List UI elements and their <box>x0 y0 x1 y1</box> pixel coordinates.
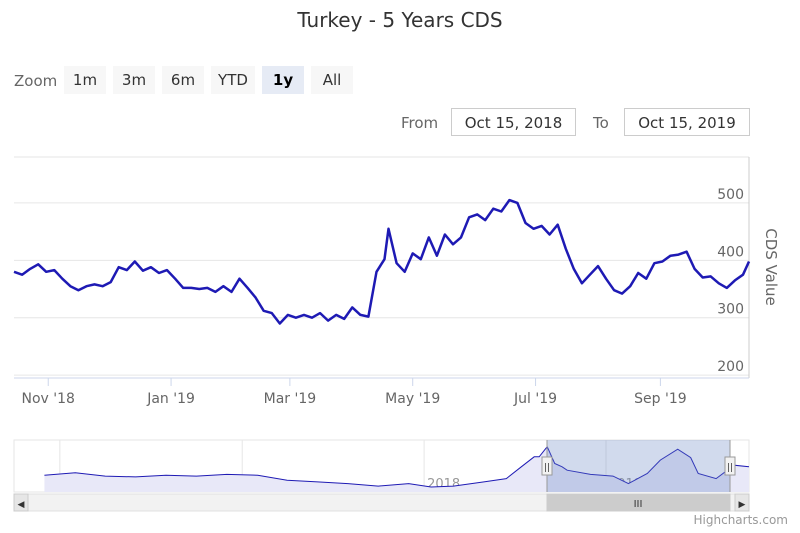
navigator[interactable]: 2016201720182019 || || <box>13 439 750 493</box>
navigator-right-handle[interactable]: || <box>724 456 736 476</box>
scrollbar-grip-icon: III <box>634 499 643 510</box>
credits-link[interactable]: Highcharts.com <box>693 513 788 527</box>
range-from-input[interactable]: Oct 15, 2018 <box>451 108 576 136</box>
x-tick-label-2: Mar '19 <box>264 391 317 407</box>
range-to-label: To <box>593 114 609 132</box>
y-tick-label-200: 200 <box>717 359 744 375</box>
y-tick-label-300: 300 <box>717 302 744 318</box>
zoom-all-button[interactable]: All <box>311 66 353 94</box>
svg-text:||: || <box>544 463 550 473</box>
cds-series-line <box>13 198 751 325</box>
grid-lines <box>14 156 749 376</box>
scrollbar-right-button[interactable] <box>734 493 750 512</box>
svg-text:||: || <box>727 463 733 473</box>
zoom-1y-button[interactable]: 1y <box>262 66 304 94</box>
y-tick-label-400: 400 <box>717 244 744 260</box>
x-tick-label-1: Jan '19 <box>146 391 195 407</box>
y-tick-labels: 200 300 400 500 <box>717 187 744 375</box>
navigator-left-handle[interactable]: || <box>541 456 553 476</box>
chevron-left-icon: ◀ <box>18 500 25 510</box>
zoom-ytd-button[interactable]: YTD <box>211 66 255 94</box>
navigator-series-area <box>44 446 749 492</box>
range-from-label: From <box>401 114 439 132</box>
navigator-selected-range[interactable] <box>547 440 730 492</box>
chevron-right-icon: ▶ <box>739 500 746 510</box>
x-tick-labels: Nov '18 Jan '19 Mar '19 May '19 Jul '19 Sep '… <box>22 378 687 407</box>
scrollbar[interactable]: ◀ ▶ III <box>13 493 750 512</box>
navigator-series-line <box>44 445 750 488</box>
zoom-6m-button[interactable]: 6m <box>162 66 204 94</box>
x-tick-label-5: Sep '19 <box>634 391 687 407</box>
x-tick-label-3: May '19 <box>385 391 440 407</box>
y-tick-label-500: 500 <box>717 187 744 203</box>
zoom-1m-button[interactable]: 1m <box>64 66 106 94</box>
x-tick-label-0: Nov '18 <box>22 391 75 407</box>
range-to-input[interactable]: Oct 15, 2019 <box>624 108 750 136</box>
scrollbar-left-button[interactable] <box>13 493 29 512</box>
y-axis-title: CDS Value <box>762 228 780 306</box>
zoom-label: Zoom <box>14 72 58 90</box>
x-tick-label-4: Jul '19 <box>513 391 557 407</box>
zoom-3m-button[interactable]: 3m <box>113 66 155 94</box>
scrollbar-thumb[interactable] <box>546 493 731 512</box>
chart-title: Turkey - 5 Years CDS <box>297 8 503 32</box>
